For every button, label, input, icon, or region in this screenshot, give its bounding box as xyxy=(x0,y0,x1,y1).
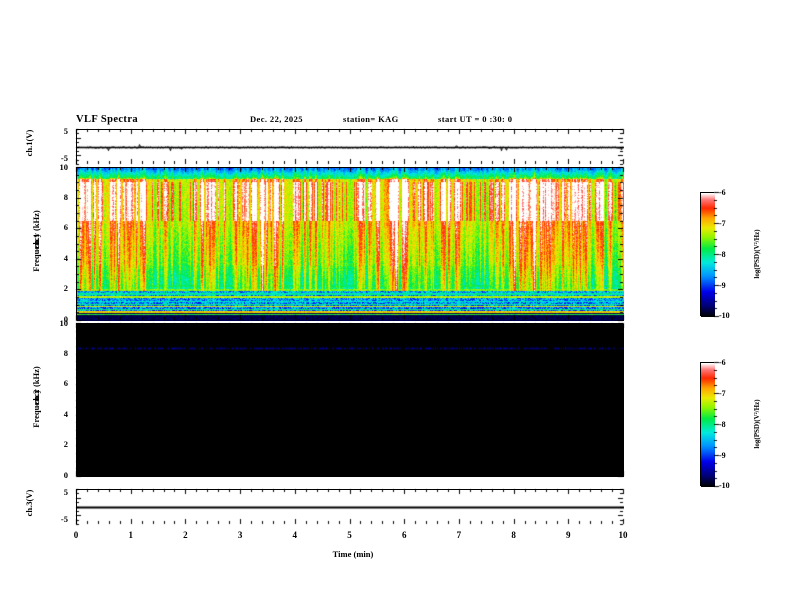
colorbar-ch2-tick-neg6: -6 xyxy=(719,358,726,367)
colorbar-ch1-label: log(PSD)(V²/Hz) xyxy=(753,229,761,279)
ch2-spec-ytick-6: 6 xyxy=(63,378,68,388)
x-axis-tick-4: 4 xyxy=(292,530,298,540)
colorbar-ch2-label: log(PSD)(V²/Hz) xyxy=(753,399,761,449)
colorbar-ch1-tick-neg8: -8 xyxy=(719,250,726,259)
x-axis-tick-10: 10 xyxy=(618,530,628,540)
ch2-spec-ytick-10: 10 xyxy=(59,318,69,328)
ch3-waveform-panel xyxy=(76,489,624,525)
colorbar-ch2 xyxy=(700,362,715,487)
colorbar-ch2-tick-neg7: -7 xyxy=(719,389,726,398)
x-axis-tick-6: 6 xyxy=(401,530,407,540)
colorbar-ch2-tick-neg8: -8 xyxy=(719,420,726,429)
x-axis-tick-8: 8 xyxy=(511,530,516,540)
ch3-ytick-neg5: -5 xyxy=(60,514,68,524)
ch1-waveform-panel xyxy=(76,129,624,165)
x-axis-tick-1: 1 xyxy=(128,530,133,540)
ch2-spec-axis-label-freq: Frequency (kHz) xyxy=(31,366,41,428)
ch1-spec-ytick-4: 4 xyxy=(63,253,68,263)
colorbar-ch1-tick-neg7: -7 xyxy=(719,219,726,228)
ch1-ytick-pos5: 5 xyxy=(63,126,68,136)
ch1-spec-ytick-8: 8 xyxy=(63,192,68,202)
ch1-spec-ytick-10: 10 xyxy=(59,162,69,172)
header-date: Dec. 22, 2025 xyxy=(250,114,303,124)
header-station: station= KAG xyxy=(343,114,399,124)
x-axis-tick-3: 3 xyxy=(237,530,243,540)
figure-title: VLF Spectra xyxy=(76,114,139,125)
colorbar-ch1 xyxy=(700,192,715,317)
ch3-waveform-axis-label: ch.3(V) xyxy=(24,489,34,517)
colorbar-ch1-tick-neg6: -6 xyxy=(719,188,726,197)
x-axis-tick-2: 2 xyxy=(183,530,188,540)
x-axis-tick-7: 7 xyxy=(456,530,462,540)
ch1-spec-axis-label-freq: Frequency (kHz) xyxy=(31,210,41,272)
x-axis-tick-5: 5 xyxy=(347,530,352,540)
colorbar-ch2-tick-neg9: -9 xyxy=(719,451,726,460)
ch2-spec-ytick-0: 0 xyxy=(63,470,68,480)
ch2-spec-ytick-4: 4 xyxy=(63,409,68,419)
x-axis-tick-9: 9 xyxy=(566,530,571,540)
ch2-spec-ytick-8: 8 xyxy=(63,348,68,358)
ch1-spec-ytick-6: 6 xyxy=(63,222,68,232)
ch1-spec-ytick-2: 2 xyxy=(63,283,68,293)
colorbar-ch1-tick-neg10: -10 xyxy=(719,311,730,320)
ch2-spec-ytick-2: 2 xyxy=(63,439,68,449)
header-start-ut: start UT = 0 :30: 0 xyxy=(438,114,513,124)
colorbar-ch1-tick-neg9: -9 xyxy=(719,281,726,290)
ch1-spectrogram-panel xyxy=(76,167,624,321)
x-axis-tick-0: 0 xyxy=(73,530,79,540)
x-axis-label: Time (min) xyxy=(332,549,374,559)
colorbar-ch2-tick-neg10: -10 xyxy=(719,481,730,490)
ch3-ytick-pos5: 5 xyxy=(63,487,68,497)
ch1-waveform-axis-label: ch.1(V) xyxy=(24,129,34,157)
ch2-spectrogram-panel xyxy=(76,323,624,477)
